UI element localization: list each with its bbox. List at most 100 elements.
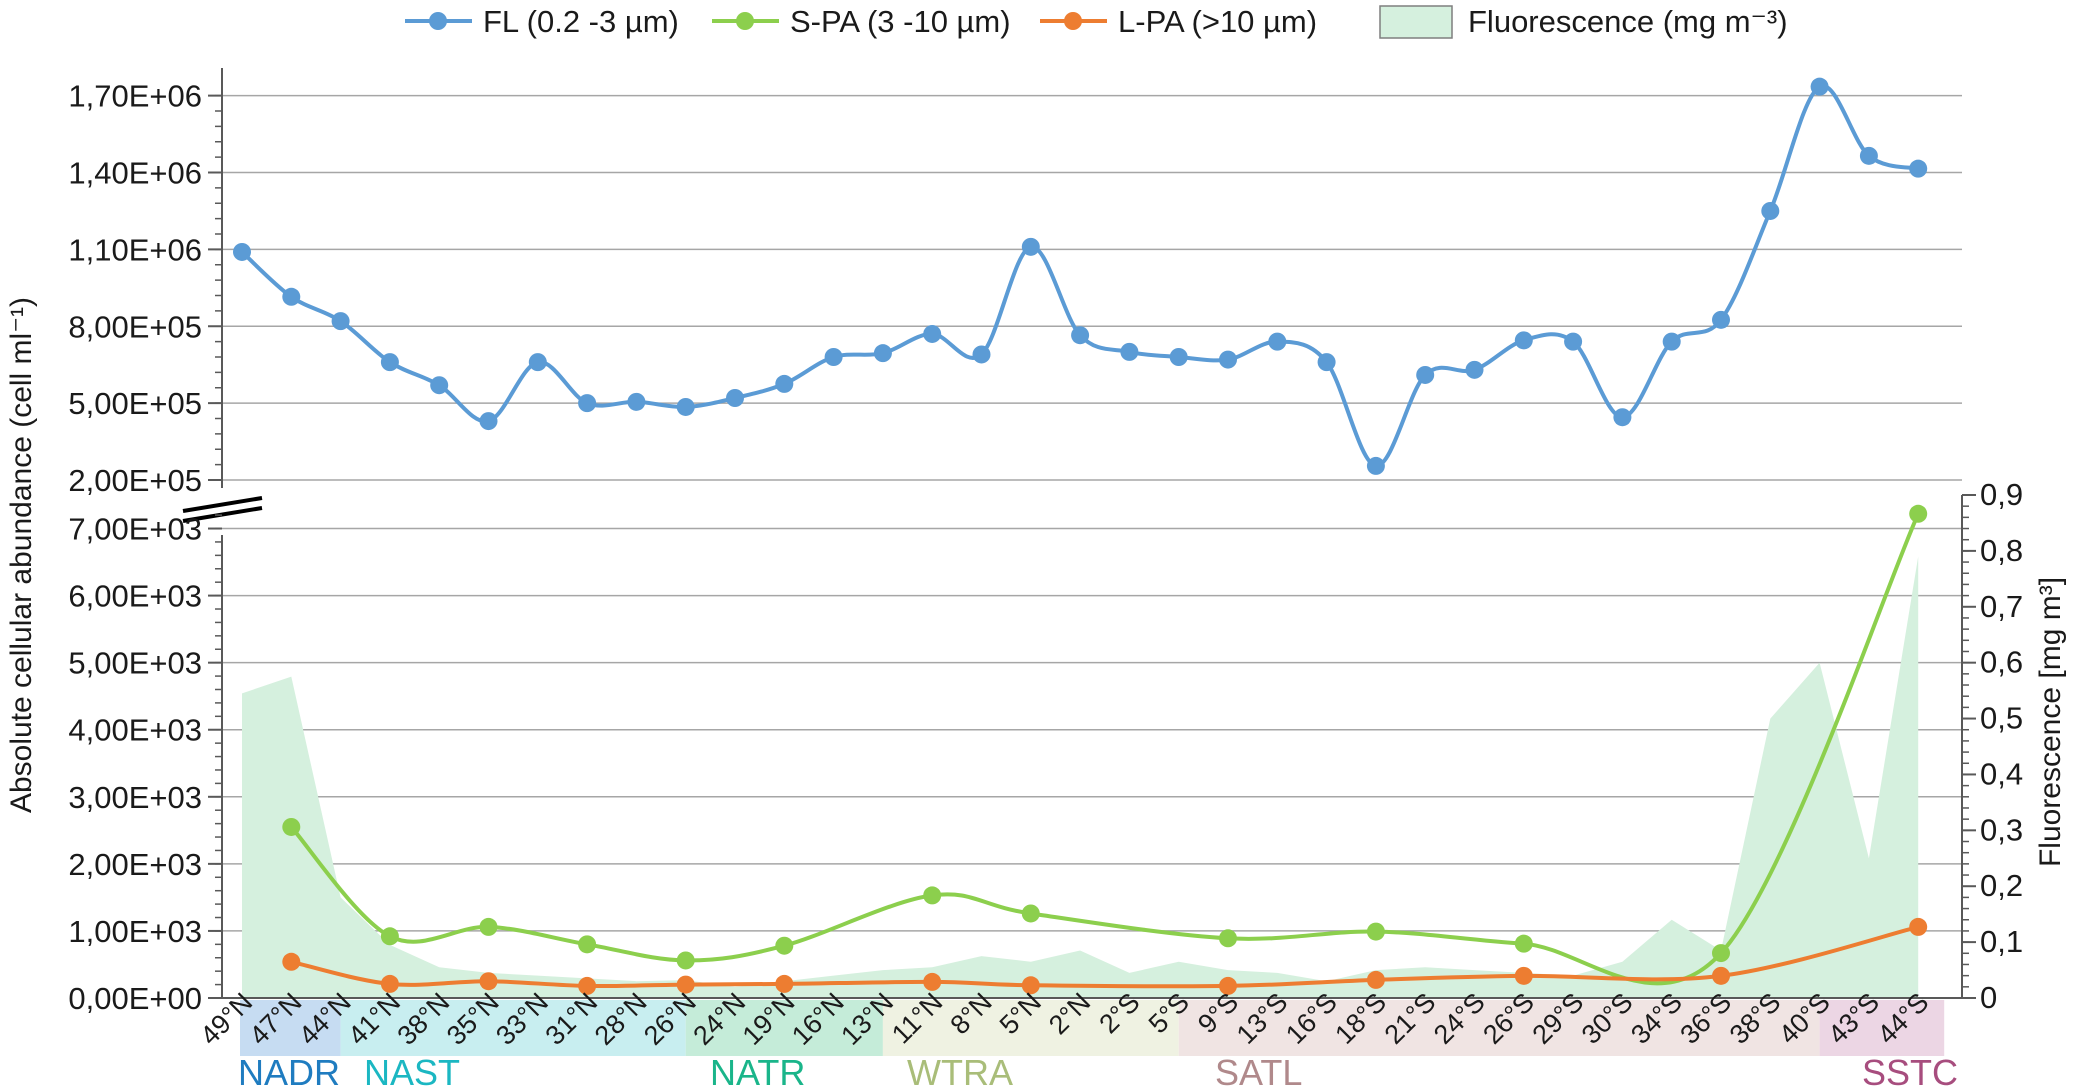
region-band-nast: [340, 1000, 686, 1056]
data-point-l-pa: [578, 976, 597, 995]
data-point-fl: [578, 394, 597, 413]
region-bands: [240, 1000, 1945, 1056]
data-point-s-pa: [1909, 504, 1928, 523]
data-point-l-pa: [1712, 966, 1730, 985]
data-point-fl: [528, 353, 547, 372]
fluorescence-area-shape: [242, 556, 1919, 998]
data-point-l-pa: [1366, 970, 1385, 989]
region-label-wtra: WTRA: [907, 1052, 1013, 1088]
lower-y-tick-label: 6,00E+03: [68, 579, 202, 614]
lower-y-tick-label: 5,00E+03: [68, 646, 202, 681]
data-point-s-pa: [479, 917, 498, 936]
data-point-fl: [1810, 77, 1829, 96]
data-point-fl: [1859, 146, 1878, 165]
data-point-fl: [873, 344, 892, 363]
data-point-fl: [775, 374, 794, 393]
data-point-s-pa: [1712, 944, 1730, 963]
legend-label: FL (0.2 -3 µm): [483, 4, 679, 39]
data-point-s-pa: [578, 935, 597, 954]
data-point-fl: [824, 348, 843, 366]
y2-tick-label: 0,6: [1980, 645, 2023, 680]
data-point-fl: [1268, 332, 1287, 351]
region-label-nast: NAST: [364, 1052, 460, 1088]
y2-tick-label: 0,3: [1980, 812, 2023, 847]
y2-axis-label: Fluorescence [mg m³]: [2034, 577, 2067, 867]
data-point-fl: [726, 389, 744, 407]
data-point-fl: [1021, 237, 1040, 256]
region-labels: NADR NAST NATR WTRA SATL SSTC: [238, 1052, 1958, 1088]
region-label-natr: NATR: [710, 1052, 805, 1088]
data-point-l-pa: [775, 974, 794, 993]
legend: FL (0.2 -3 µm) S-PA (3 -10 µm) L-PA (>10 µ…: [405, 4, 1788, 39]
fluorescence-area: [242, 556, 1919, 998]
y2-tick-label: 0,7: [1980, 589, 2023, 624]
series-points: [233, 77, 1928, 995]
data-point-s-pa: [923, 886, 942, 905]
data-point-s-pa: [1219, 929, 1237, 948]
series-line-s-pa: [289, 512, 1921, 986]
data-point-l-pa: [1021, 976, 1040, 995]
data-point-l-pa: [380, 974, 399, 993]
lower-y-tick-label: 1,00E+03: [68, 914, 202, 949]
data-point-fl: [1465, 360, 1484, 379]
upper-y-tick-label: 1,40E+06: [68, 156, 202, 191]
legend-label: S-PA (3 -10 µm): [790, 4, 1011, 39]
data-point-fl: [1416, 365, 1435, 384]
data-point-l-pa: [282, 952, 301, 971]
upper-y-tick-label: 1,10E+06: [68, 232, 202, 267]
lower-y-tick-label: 2,00E+03: [68, 847, 202, 882]
region-label-nadr: NADR: [238, 1052, 340, 1088]
region-band-satl: [1178, 1000, 1820, 1056]
data-point-fl: [1564, 332, 1583, 351]
y2-tick-label: 0: [1980, 980, 1997, 1015]
data-point-fl: [1317, 353, 1336, 372]
data-point-s-pa: [1514, 934, 1533, 953]
data-point-l-pa: [1909, 917, 1928, 936]
region-band-wtra: [882, 1000, 1179, 1056]
data-point-fl: [1120, 342, 1139, 361]
data-point-fl: [430, 376, 449, 395]
data-point-s-pa: [380, 927, 399, 946]
data-point-l-pa: [923, 972, 942, 991]
data-point-fl: [627, 392, 646, 411]
data-point-fl: [1909, 159, 1928, 178]
data-point-l-pa: [1219, 976, 1237, 995]
legend-swatch-area: [1379, 5, 1453, 39]
y2-tick-label: 0,8: [1980, 533, 2023, 568]
axis-break-mark: [182, 496, 263, 513]
data-point-fl: [1613, 408, 1632, 427]
y2-tick-label: 0,2: [1980, 868, 2023, 903]
region-label-sstc: SSTC: [1862, 1052, 1958, 1088]
upper-y-tick-label: 2,00E+05: [68, 463, 202, 498]
data-point-fl: [331, 312, 350, 331]
lower-y-tick-label: 4,00E+03: [68, 713, 202, 748]
upper-y-tick-label: 5,00E+05: [68, 386, 202, 421]
data-point-s-pa: [775, 936, 794, 955]
axes: 2,00E+05 5,00E+05 8,00E+05 1,10E+06 1,40E+06…: [68, 68, 2023, 1016]
legend-label: L-PA (>10 µm): [1118, 4, 1317, 39]
data-point-l-pa: [676, 975, 695, 994]
data-point-s-pa: [676, 951, 695, 970]
axis-break-mark: [182, 506, 263, 523]
legend-swatch-marker: [1064, 12, 1082, 30]
y2-tick-label: 0,9: [1980, 477, 2023, 512]
data-point-fl: [233, 242, 251, 261]
series-lines: [240, 83, 1921, 989]
upper-y-tick-label: 8,00E+05: [68, 309, 202, 344]
y2-tick-label: 0,5: [1980, 701, 2023, 736]
data-point-fl: [676, 397, 695, 416]
data-point-l-pa: [1514, 966, 1533, 985]
data-point-fl: [380, 353, 399, 372]
data-point-fl: [1219, 350, 1237, 369]
data-point-fl: [923, 324, 942, 343]
data-point-fl: [1662, 332, 1681, 351]
lower-y-tick-label: 3,00E+03: [68, 780, 202, 815]
data-point-fl: [282, 287, 301, 306]
gridlines: [222, 94, 1962, 932]
y2-tick-label: 0,1: [1980, 924, 2023, 959]
data-point-fl: [1712, 310, 1730, 329]
y-axis-label: Absolute cellular abundance (cell ml⁻¹): [5, 297, 38, 813]
series-line-l-pa: [290, 924, 1919, 989]
data-point-l-pa: [479, 972, 498, 991]
